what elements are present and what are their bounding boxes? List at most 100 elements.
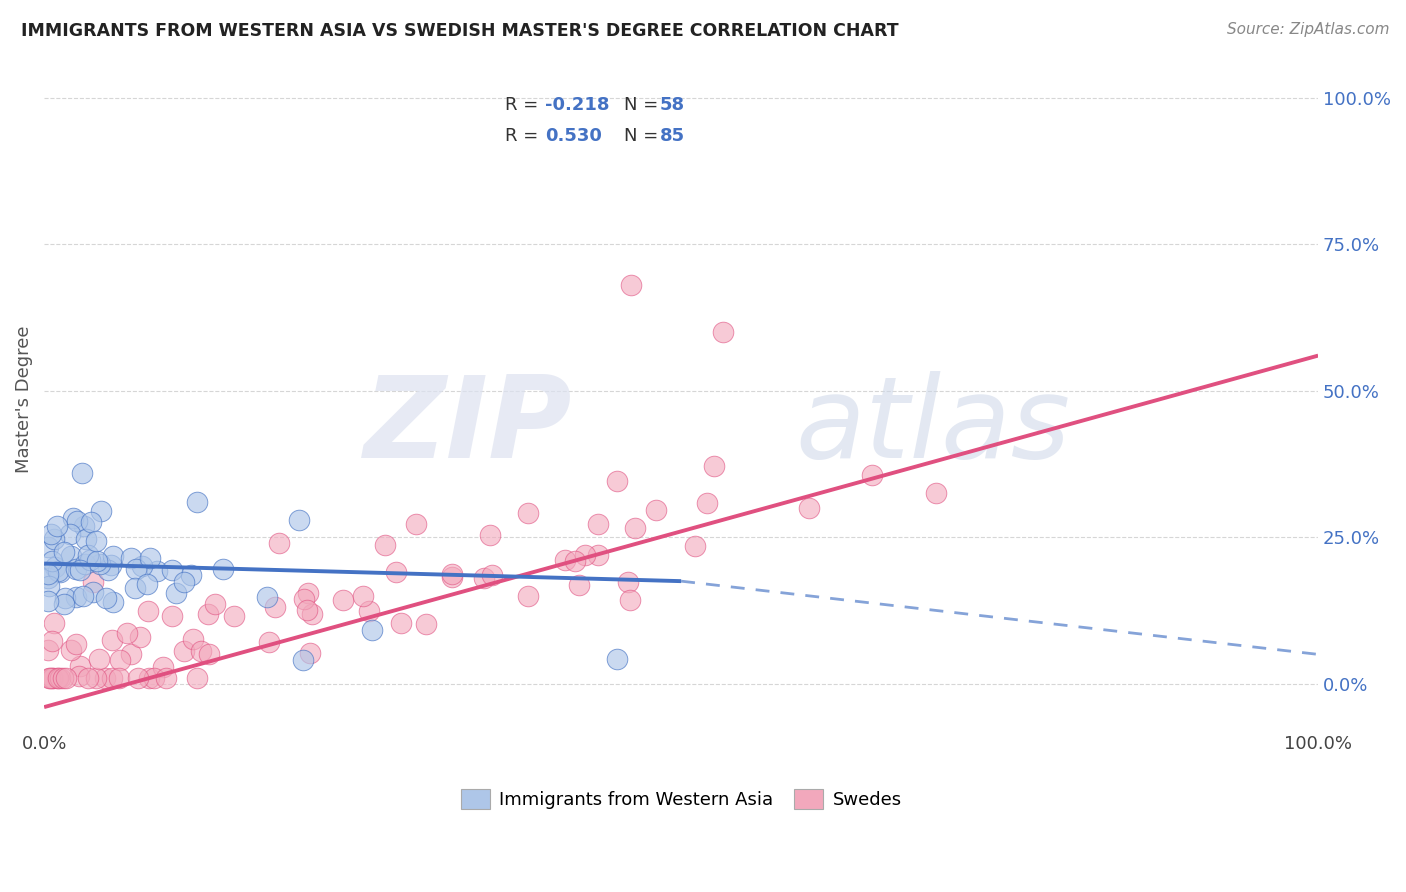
Point <box>155 671 177 685</box>
Point <box>257 635 280 649</box>
Point <box>711 325 734 339</box>
Point <box>190 643 212 657</box>
Point <box>298 647 321 661</box>
Text: R =: R = <box>505 127 544 145</box>
Point <box>38 671 60 685</box>
Point <box>129 630 152 644</box>
Point <box>37 541 59 555</box>
Point <box>385 565 408 579</box>
Point <box>100 633 122 648</box>
Point <box>72 589 94 603</box>
Point <box>619 593 641 607</box>
Point <box>586 516 609 531</box>
Point <box>73 558 96 572</box>
Point <box>124 581 146 595</box>
Text: ZIP: ZIP <box>364 370 572 482</box>
Point <box>37 594 59 608</box>
Text: N =: N = <box>624 96 664 114</box>
Point <box>212 562 235 576</box>
Text: atlas: atlas <box>796 370 1071 482</box>
Point <box>72 466 94 480</box>
Point <box>683 539 706 553</box>
Point <box>256 590 278 604</box>
Point <box>48 671 70 685</box>
Point <box>108 653 131 667</box>
Point <box>173 643 195 657</box>
Point <box>67 669 90 683</box>
Text: N =: N = <box>624 127 664 145</box>
Point <box>37 571 59 585</box>
Point <box>620 278 643 293</box>
Point <box>860 468 883 483</box>
Point <box>60 549 83 564</box>
Point <box>186 495 208 509</box>
Point <box>100 671 122 685</box>
Point <box>138 671 160 685</box>
Point <box>90 504 112 518</box>
Point <box>52 671 75 685</box>
Point <box>44 532 66 546</box>
Y-axis label: Master's Degree: Master's Degree <box>15 326 32 474</box>
Point <box>564 553 586 567</box>
Point <box>127 671 149 685</box>
Point <box>135 577 157 591</box>
Point <box>117 625 139 640</box>
Point <box>295 603 318 617</box>
Point <box>65 590 87 604</box>
Point <box>97 563 120 577</box>
Point <box>37 643 59 657</box>
Point <box>42 615 65 630</box>
Point <box>224 609 246 624</box>
Point <box>75 532 97 546</box>
Point <box>152 660 174 674</box>
Point <box>125 562 148 576</box>
Point <box>586 548 609 562</box>
Point <box>65 637 87 651</box>
Point <box>160 563 183 577</box>
Point <box>120 551 142 566</box>
Point <box>441 569 464 583</box>
Point <box>360 624 382 638</box>
Point <box>86 534 108 549</box>
Point <box>79 553 101 567</box>
Point <box>55 671 77 685</box>
Point <box>301 607 323 621</box>
Point <box>472 571 495 585</box>
Point <box>554 553 576 567</box>
Point <box>77 671 100 685</box>
Point <box>65 562 87 576</box>
Point <box>288 513 311 527</box>
Point <box>267 536 290 550</box>
Point <box>180 568 202 582</box>
Point <box>66 514 89 528</box>
Point <box>292 591 315 606</box>
Point <box>160 608 183 623</box>
Point <box>624 521 647 535</box>
Point <box>69 659 91 673</box>
Text: 0.530: 0.530 <box>544 127 602 145</box>
Point <box>53 597 76 611</box>
Point <box>606 474 628 488</box>
Point <box>644 503 666 517</box>
Point <box>359 604 381 618</box>
Point <box>44 559 66 574</box>
Text: 58: 58 <box>659 96 685 114</box>
Point <box>165 586 187 600</box>
Point <box>41 527 63 541</box>
Point <box>94 591 117 605</box>
Point <box>142 671 165 685</box>
Point <box>82 584 104 599</box>
Point <box>696 496 718 510</box>
Point <box>62 511 84 525</box>
Point <box>89 557 111 571</box>
Point <box>198 648 221 662</box>
Point <box>181 632 204 646</box>
Point <box>45 519 67 533</box>
Point <box>49 565 72 579</box>
Point <box>479 527 502 541</box>
Point <box>291 653 314 667</box>
Point <box>352 589 374 603</box>
Point <box>617 575 640 590</box>
Text: -0.218: -0.218 <box>544 96 609 114</box>
Point <box>77 548 100 562</box>
